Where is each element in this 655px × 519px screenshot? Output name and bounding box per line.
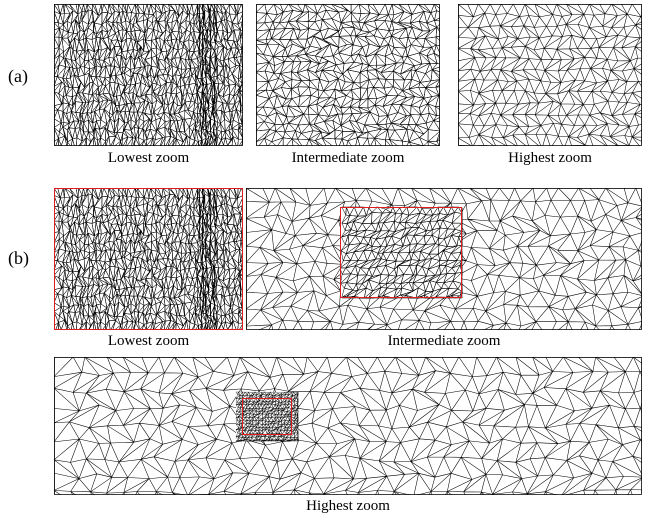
row-label-a: (a) [8,66,28,86]
mesh-edges [54,188,243,330]
mesh-edges [458,4,642,146]
mesh-panel-b-intermediate [246,188,642,330]
mesh-b-highest [54,357,642,495]
mesh-border [54,4,243,146]
mesh-panel-b-lowest [54,188,243,330]
caption-b-highest: Highest zoom [306,498,390,514]
mesh-panel-b-highest [54,357,642,495]
row-label-b: (b) [8,248,29,268]
caption-a-lowest: Lowest zoom [107,150,190,166]
mesh-border [246,188,642,330]
mesh-border [54,357,642,495]
caption-b-intermediate: Intermediate zoom [387,333,501,349]
caption-b-lowest: Lowest zoom [107,333,190,349]
mesh-border [256,4,440,146]
mesh-panel-a-lowest [54,4,243,146]
mesh-b-lowest [54,188,243,330]
mesh-edges [54,357,642,495]
mesh-a-highest [458,4,642,146]
mesh-panel-a-intermediate [256,4,440,146]
mesh-a-lowest [54,4,243,146]
caption-a-intermediate: Intermediate zoom [291,150,405,166]
dense-mesh-edges [339,206,463,299]
mesh-a-intermediate [256,4,440,146]
mesh-panel-a-highest [458,4,642,146]
caption-a-highest: Highest zoom [508,150,592,166]
mesh-edges [256,4,440,146]
mesh-b-intermediate [246,188,642,330]
mesh-edges [54,4,243,146]
mesh-border [458,4,642,146]
